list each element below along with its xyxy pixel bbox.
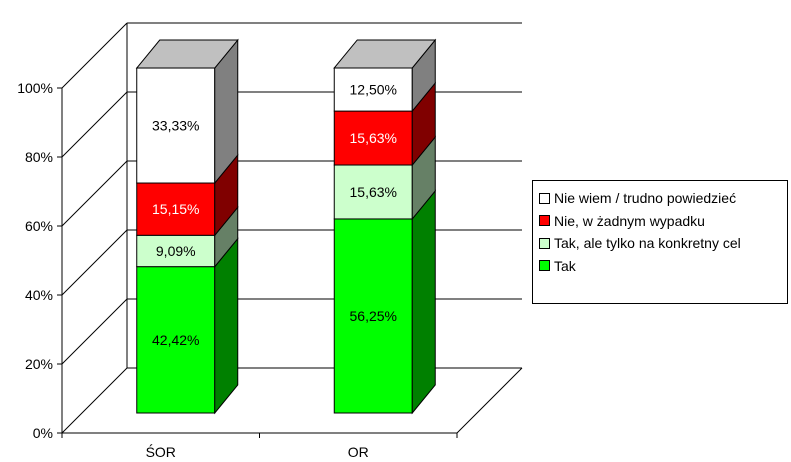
- legend-item-nie-wiem: Nie wiem / trudno powiedzieć: [539, 187, 787, 210]
- y-tick-label: 100%: [17, 80, 53, 96]
- data-label: 42,42%: [152, 332, 199, 348]
- data-label: 33,33%: [152, 118, 199, 134]
- gridline-side: [61, 91, 128, 158]
- legend-label: Tak: [554, 257, 576, 274]
- legend-swatch: [539, 215, 550, 227]
- floor-edge: [456, 367, 523, 434]
- gridline-side: [61, 229, 128, 296]
- data-label: 56,25%: [350, 308, 397, 324]
- bar-segment-2: [136, 182, 216, 236]
- labels: 0% 20% 40% 60% 80% 100% 42,42% 9,09% 15,15% 33,33…: [17, 80, 397, 460]
- bar-segment-0: [333, 218, 413, 414]
- data-label: 15,63%: [350, 184, 397, 200]
- legend-label: Tak, ale tylko na konkretny cel: [554, 235, 741, 252]
- legend-swatch: [539, 260, 550, 272]
- gridline-side: [61, 298, 128, 365]
- y-tick-label: 20%: [25, 356, 53, 372]
- y-tick-label: 0%: [33, 425, 53, 441]
- legend-item-tak-ale: Tak, ale tylko na konkretny cel: [539, 232, 787, 255]
- bars: [135, 38, 437, 415]
- legend-label: Nie, w żadnym wypadku: [554, 212, 705, 229]
- legend-label: Nie wiem / trudno powiedzieć: [554, 190, 737, 207]
- y-tick-label: 80%: [25, 149, 53, 165]
- legend: Nie wiem / trudno powiedzieć Nie, w żadn…: [532, 180, 788, 304]
- bar-top: [135, 39, 239, 69]
- y-tick-label: 60%: [25, 218, 53, 234]
- side-wall: [62, 23, 127, 433]
- bar-side-0: [214, 237, 239, 415]
- axes: [57, 87, 523, 438]
- legend-item-tak: Tak: [539, 255, 787, 278]
- gridline-side: [61, 22, 128, 89]
- data-label: 9,09%: [156, 243, 196, 259]
- data-label: 12,50%: [350, 82, 397, 98]
- bar-side-0: [411, 189, 436, 415]
- x-tick-label: ŚOR: [146, 443, 176, 460]
- y-tick-label: 40%: [25, 287, 53, 303]
- chart-walls: [62, 23, 522, 433]
- legend-swatch: [539, 192, 550, 204]
- floor: [62, 368, 522, 433]
- legend-item-nie: Nie, w żadnym wypadku: [539, 210, 787, 233]
- legend-swatch: [539, 237, 550, 249]
- bar-segment-3: [136, 67, 216, 184]
- gridline-side: [61, 367, 128, 434]
- x-tick-label: OR: [348, 444, 369, 460]
- bar-segment-3: [333, 67, 413, 112]
- data-label: 15,63%: [350, 130, 397, 146]
- bar-top: [333, 39, 437, 69]
- gridline-side: [61, 160, 128, 227]
- data-label: 15,15%: [152, 201, 199, 217]
- bar-segment-0: [136, 266, 216, 414]
